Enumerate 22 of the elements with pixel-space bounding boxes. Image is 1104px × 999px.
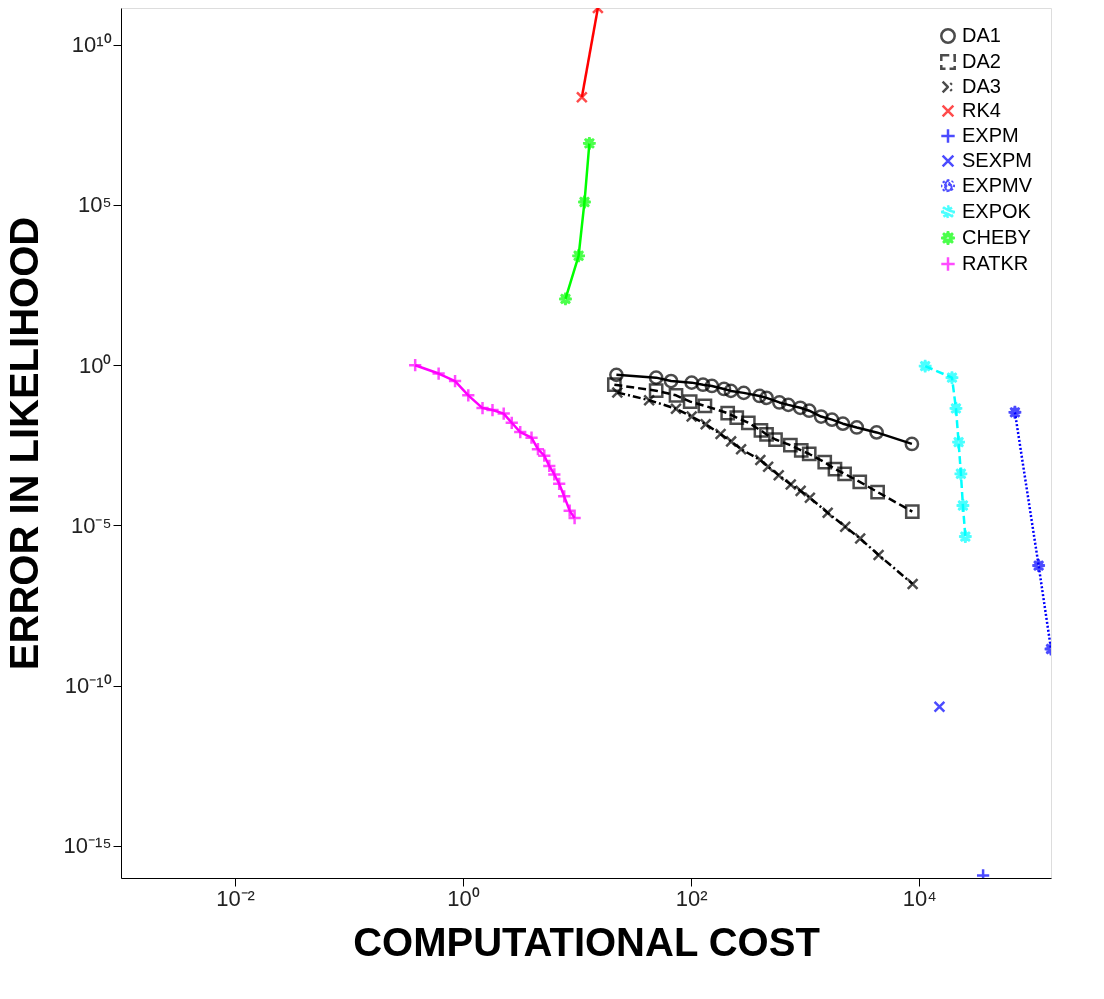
legend-label: EXPM <box>962 124 1019 146</box>
legend-label: DA3 <box>962 75 1001 97</box>
legend-label: RATKR <box>962 252 1029 274</box>
y-axis-title: ERROR IN LIKELIHOOD <box>1 216 46 671</box>
legend-label: SEXPM <box>962 149 1033 171</box>
y-tick-label: 10⁵ <box>77 192 112 218</box>
x-tick-label: 10² <box>675 885 708 911</box>
x-axis-title: COMPUTATIONAL COST <box>353 919 820 964</box>
legend-label: DA2 <box>962 50 1001 72</box>
y-tick-label: 10¹⁰ <box>71 32 112 58</box>
legend-label: EXPOK <box>962 200 1032 222</box>
y-tick-label: 10⁰ <box>79 352 112 378</box>
legend-label: RK4 <box>962 99 1001 121</box>
legend-label: EXPMV <box>962 174 1033 196</box>
x-tick-label: 10⁴ <box>902 885 937 911</box>
x-tick-label: 10⁻² <box>216 885 255 911</box>
legend-label: CHEBY <box>962 226 1031 248</box>
legend-label: DA1 <box>962 24 1001 46</box>
y-tick-label: 10⁻¹⁰ <box>64 673 112 699</box>
y-tick-label: 10⁻⁵ <box>70 512 112 538</box>
y-tick-label: 10⁻¹⁵ <box>63 833 112 859</box>
x-tick-label: 10⁰ <box>447 885 480 911</box>
